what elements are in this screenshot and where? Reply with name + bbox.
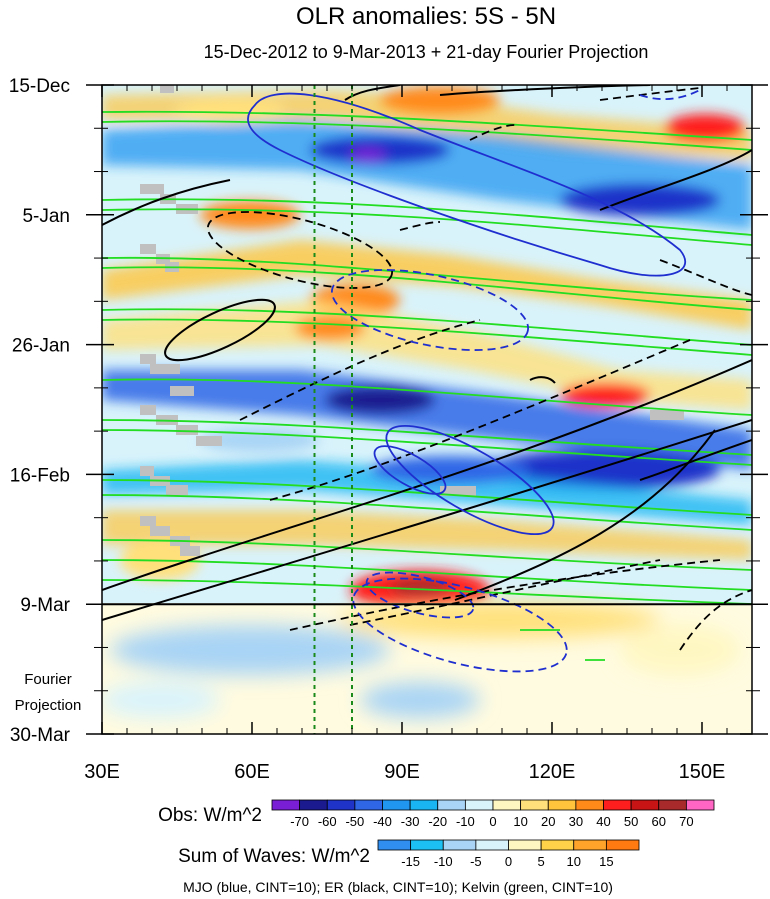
waves-colorbar-swatch-4: [508, 839, 542, 851]
obs-colorbar-label-12: 50: [624, 814, 638, 829]
y-tick-label-5: 30-Mar: [10, 725, 71, 746]
y-tick-label-1: 5-Jan: [22, 206, 70, 227]
obs-colorbar-label-0: -70: [290, 814, 309, 829]
obs-colorbar-swatch-15: [685, 799, 715, 811]
obs-colorbar-swatch-13: [630, 799, 660, 811]
obs-colorbar-label-8: 10: [513, 814, 527, 829]
plot-area: [102, 85, 752, 734]
waves-colorbar-label-2: -5: [470, 854, 482, 869]
obs-colorbar-label-3: -40: [373, 814, 392, 829]
waves-colorbar-swatch-1: [410, 839, 444, 851]
waves-colorbar-swatch-7: [605, 839, 640, 851]
y-tick-label-4: 9-Mar: [20, 595, 70, 616]
obs-colorbar-label-4: -30: [401, 814, 420, 829]
obs-colorbar-swatch-12: [603, 799, 632, 811]
x-tick-label-3: 120E: [529, 761, 576, 783]
waves-colorbar-label-4: 5: [538, 854, 545, 869]
y-axis: 15-Dec 5-Jan 26-Jan 16-Feb 9-Mar 30-Mar: [9, 76, 768, 746]
obs-colorbar-label-2: -50: [345, 814, 364, 829]
contour-legend: MJO (blue, CINT=10); ER (black, CINT=10)…: [183, 879, 613, 895]
obs-colorbar-label-11: 40: [596, 814, 610, 829]
waves-colorbar-label-0: -15: [401, 854, 420, 869]
projection-label-line2: Projection: [15, 697, 82, 714]
x-tick-label-4: 150E: [679, 761, 726, 783]
obs-colorbar-swatch-6: [437, 799, 466, 811]
x-tick-label-1: 60E: [234, 761, 270, 783]
mjo-contours: [247, 92, 687, 536]
mjo-contours-negative: [331, 89, 701, 673]
obs-colorbar: -70 -60 -50 -40 -30 -20 -10 0 10 20 30 40 50 60 70: [271, 799, 715, 829]
obs-colorbar-label-5: -20: [428, 814, 447, 829]
waves-colorbar-label-6: 15: [599, 854, 613, 869]
obs-colorbar-label-9: 20: [541, 814, 555, 829]
waves-colorbar-swatch-0: [377, 839, 412, 851]
obs-colorbar-swatch-5: [409, 799, 439, 811]
chart-subtitle: 15-Dec-2012 to 9-Mar-2013 + 21-day Fouri…: [204, 42, 649, 62]
obs-colorbar-swatch-10: [547, 799, 577, 811]
obs-colorbar-label-1: -60: [318, 814, 337, 829]
kelvin-contours: [102, 110, 752, 661]
waves-colorbar-title: Sum of Waves: W/m^2: [178, 846, 370, 867]
obs-colorbar-swatch-0: [271, 799, 301, 811]
waves-colorbar: -15 -10 -5 0 5 10 15: [377, 839, 640, 869]
obs-colorbar-title: Obs: W/m^2: [158, 805, 262, 826]
obs-colorbar-label-13: 60: [652, 814, 666, 829]
obs-colorbar-swatch-7: [464, 799, 494, 811]
obs-colorbar-label-6: -10: [456, 814, 475, 829]
waves-colorbar-swatch-6: [573, 839, 607, 851]
y-tick-label-2: 26-Jan: [12, 336, 70, 357]
waves-colorbar-label-1: -10: [434, 854, 453, 869]
obs-colorbar-swatch-4: [382, 799, 411, 811]
obs-colorbar-swatch-1: [299, 799, 328, 811]
obs-colorbar-label-7: 0: [489, 814, 496, 829]
x-axis: 30E 60E 90E 120E 150E: [84, 85, 753, 783]
chart-title: OLR anomalies: 5S - 5N: [296, 3, 556, 30]
obs-colorbar-swatch-2: [326, 799, 356, 811]
obs-colorbar-swatch-11: [575, 799, 604, 811]
obs-colorbar-swatch-3: [354, 799, 383, 811]
y-tick-label-3: 16-Feb: [10, 465, 70, 486]
er-contours-negative: [207, 87, 752, 651]
waves-colorbar-swatch-5: [540, 839, 575, 851]
waves-colorbar-label-3: 0: [505, 854, 512, 869]
obs-colorbar-label-10: 30: [569, 814, 583, 829]
x-tick-label-2: 90E: [384, 761, 420, 783]
x-tick-label-0: 30E: [84, 761, 120, 783]
waves-colorbar-swatch-2: [442, 839, 477, 851]
projection-label-line1: Fourier: [24, 671, 72, 688]
obs-colorbar-swatch-14: [658, 799, 687, 811]
y-tick-label-0: 15-Dec: [9, 76, 70, 97]
waves-colorbar-label-5: 10: [567, 854, 581, 869]
waves-colorbar-swatch-3: [475, 839, 509, 851]
obs-colorbar-label-14: 70: [679, 814, 693, 829]
obs-colorbar-swatch-8: [492, 799, 522, 811]
obs-colorbar-swatch-9: [520, 799, 549, 811]
